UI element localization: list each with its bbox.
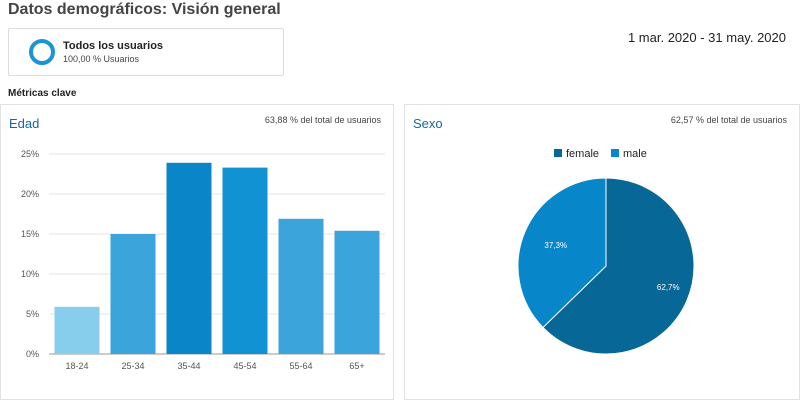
- bar-25-34: [110, 234, 156, 354]
- age-panel-note: 63,88 % del total de usuarios: [264, 115, 381, 125]
- date-range-selector[interactable]: 1 mar. 2020 - 31 may. 2020: [627, 30, 786, 45]
- y-tick-label: 0%: [26, 349, 39, 359]
- page-title: Datos demográficos: Visión general: [8, 1, 281, 18]
- legend-swatch-female: [554, 149, 562, 157]
- x-tick-label: 25-34: [121, 361, 144, 371]
- age-bar-chart: 0% 5% 10% 15% 20% 25% 18-24 25-34 35-44 45-54 55-6…: [21, 149, 385, 371]
- bar-35-44: [166, 162, 212, 354]
- segment-ring-icon: [29, 39, 55, 65]
- x-tick-label: 65+: [349, 361, 364, 371]
- gender-panel-title: Sexo: [413, 116, 443, 131]
- x-tick-label: 55-64: [289, 361, 312, 371]
- gender-panel-note: 62,57 % del total de usuarios: [670, 115, 787, 125]
- legend-label-male: male: [623, 148, 647, 160]
- bar-45-54: [222, 167, 268, 354]
- segment-card[interactable]: Todos los usuarios 100,00 % Usuarios: [8, 28, 284, 76]
- bar-65+: [334, 230, 380, 354]
- segment-name: Todos los usuarios: [63, 40, 164, 52]
- pie-value-label-male: 37,3%: [544, 241, 567, 250]
- y-tick-label: 25%: [21, 149, 39, 159]
- bar-55-64: [278, 218, 324, 354]
- y-tick-label: 20%: [21, 189, 39, 199]
- x-tick-label: 35-44: [177, 361, 200, 371]
- legend-label-female: female: [566, 148, 599, 160]
- y-tick-label: 15%: [21, 229, 39, 239]
- segment-subtitle: 100,00 % Usuarios: [63, 54, 140, 64]
- bar-18-24: [54, 306, 100, 354]
- y-tick-label: 10%: [21, 269, 39, 279]
- gender-pie-chart: female male 62,7% 37,3%: [517, 148, 695, 355]
- gender-panel: Sexo 62,57 % del total de usuarios femal…: [404, 104, 800, 400]
- key-metrics-label: Métricas clave: [8, 88, 77, 99]
- y-tick-label: 5%: [26, 309, 39, 319]
- pie-slice-male: [517, 177, 607, 329]
- pie-slice-female: [542, 177, 695, 355]
- x-tick-label: 45-54: [233, 361, 256, 371]
- legend-swatch-male: [611, 149, 619, 157]
- age-panel-title: Edad: [9, 116, 40, 131]
- age-panel: Edad 63,88 % del total de usuarios 0% 5% 1…: [0, 104, 394, 400]
- x-tick-label: 18-24: [65, 361, 88, 371]
- pie-value-label-female: 62,7%: [657, 283, 680, 292]
